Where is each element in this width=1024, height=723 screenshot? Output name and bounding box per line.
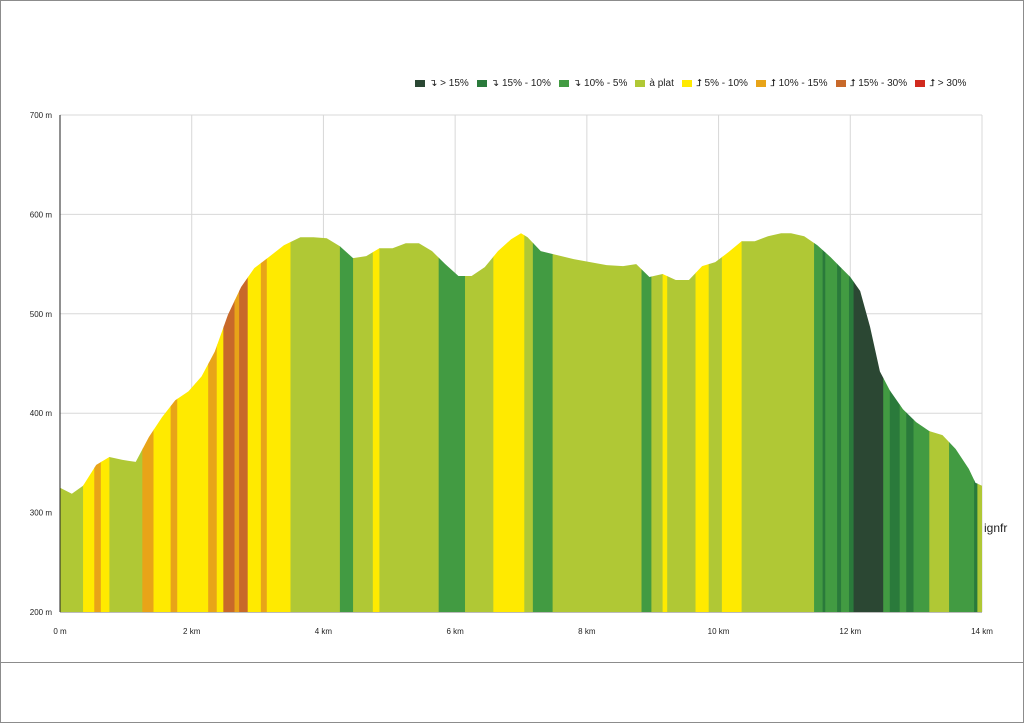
y-tick-label: 600 m <box>30 210 53 219</box>
slope-segment <box>929 233 950 612</box>
slope-segment <box>290 233 341 612</box>
slope-segment <box>906 233 915 612</box>
slope-segment <box>353 233 374 612</box>
x-tick-label: 10 km <box>708 627 730 636</box>
x-tick-label: 6 km <box>446 627 464 636</box>
legend-item: ⮥ 15% - 30% <box>835 77 908 89</box>
slope-segment <box>848 233 855 612</box>
slope-segment <box>208 233 218 612</box>
legend-swatch <box>681 79 692 87</box>
axes <box>59 115 982 613</box>
legend-swatch <box>755 79 766 87</box>
tick-labels: 200 m 300 m 400 m 500 m 600 m 700 m 0 m 2 km 4 k… <box>30 111 993 636</box>
legend-swatch <box>835 79 846 87</box>
legend-item: ↴ > 15% <box>415 78 469 89</box>
legend-item: ⮥ 5% - 10% <box>681 77 748 89</box>
legend-label: ↴ 15% - 10% <box>490 77 551 89</box>
slope-segment <box>266 233 292 612</box>
slope-segment <box>177 233 196 612</box>
legend-swatch <box>558 79 569 87</box>
slope-segment <box>662 233 668 612</box>
footer-separator <box>0 662 1024 663</box>
legend-swatch <box>915 79 926 87</box>
slope-segment <box>695 233 710 612</box>
legend-label: à plat <box>649 77 674 89</box>
chart-legend: ↴ > 15% ↴ 15% - 10% ↴ 10% - 5% à plat ⮥ 5% -… <box>415 76 974 90</box>
y-tick-label: 300 m <box>30 509 53 518</box>
slope-segment <box>552 233 643 612</box>
slope-segment <box>379 233 440 612</box>
slope-segment <box>170 233 178 612</box>
slope-segment <box>109 233 143 612</box>
slope-segment <box>841 233 850 612</box>
slope-segment <box>195 233 209 612</box>
slope-segment <box>899 233 907 612</box>
ign-watermark: ignfr <box>984 521 1008 535</box>
legend-label: ↴ > 15% <box>429 77 469 89</box>
legend-label: ⮥ > 30% <box>929 77 967 89</box>
slope-segment <box>825 233 838 612</box>
x-tick-label: 12 km <box>839 627 861 636</box>
legend-label: ↴ 10% - 5% <box>572 77 628 89</box>
legend-label: ⮥ 5% - 10% <box>695 77 748 89</box>
y-tick-label: 700 m <box>30 111 53 120</box>
slope-segment <box>142 233 155 612</box>
x-tick-label: 14 km <box>971 627 993 636</box>
slope-segment <box>372 233 381 612</box>
x-tick-label: 0 m <box>53 627 67 636</box>
y-tick-label: 200 m <box>30 608 53 617</box>
slope-segment <box>339 233 354 612</box>
slope-segment <box>216 233 224 612</box>
slope-segment <box>822 233 826 612</box>
slope-segment <box>60 233 84 612</box>
y-tick-label: 500 m <box>30 310 53 319</box>
legend-swatch <box>476 79 487 87</box>
slope-segments <box>60 233 982 612</box>
legend-swatch <box>415 79 425 87</box>
slope-segment <box>721 233 743 612</box>
slope-segment <box>247 233 262 612</box>
slope-segment <box>667 233 697 612</box>
elevation-chart: 200 m 300 m 400 m 500 m 600 m 700 m 0 m 2 km 4 k… <box>30 111 993 636</box>
legend-item: à plat <box>635 77 674 89</box>
slope-segment <box>524 233 534 612</box>
slope-segment <box>837 233 842 612</box>
slope-segment <box>883 233 891 612</box>
slope-segment <box>651 233 664 612</box>
legend-item: ⮥ > 30% <box>915 78 966 89</box>
slope-segment <box>83 233 95 612</box>
legend-item: ⮥ 10% - 15% <box>755 77 828 89</box>
slope-segment <box>100 233 110 612</box>
legend-label: ⮥ 15% - 30% <box>849 77 908 89</box>
slope-segment <box>641 233 652 612</box>
slope-segment <box>94 233 102 612</box>
slope-segment <box>949 233 975 612</box>
slope-segment <box>889 233 901 612</box>
y-tick-label: 400 m <box>30 409 53 418</box>
slope-segment <box>814 233 824 612</box>
slope-segment <box>532 233 554 612</box>
slope-segment <box>153 233 172 612</box>
slope-segment <box>465 233 494 612</box>
slope-segment <box>913 233 930 612</box>
slope-segment <box>708 233 723 612</box>
slope-segment <box>438 233 466 612</box>
x-tick-label: 4 km <box>315 627 333 636</box>
legend-item: ↴ 10% - 5% <box>558 77 628 89</box>
slope-segment <box>853 233 884 612</box>
legend-label: ⮥ 10% - 15% <box>769 77 828 89</box>
x-tick-label: 2 km <box>183 627 201 636</box>
slope-segment <box>493 233 525 612</box>
legend-item: ↴ 15% - 10% <box>476 77 551 89</box>
slope-segment <box>741 233 815 612</box>
slope-segment <box>239 233 249 612</box>
slope-segment <box>260 233 268 612</box>
legend-swatch <box>635 79 646 87</box>
x-tick-label: 8 km <box>578 627 596 636</box>
slope-segment <box>223 233 236 612</box>
slope-segment <box>234 233 240 612</box>
